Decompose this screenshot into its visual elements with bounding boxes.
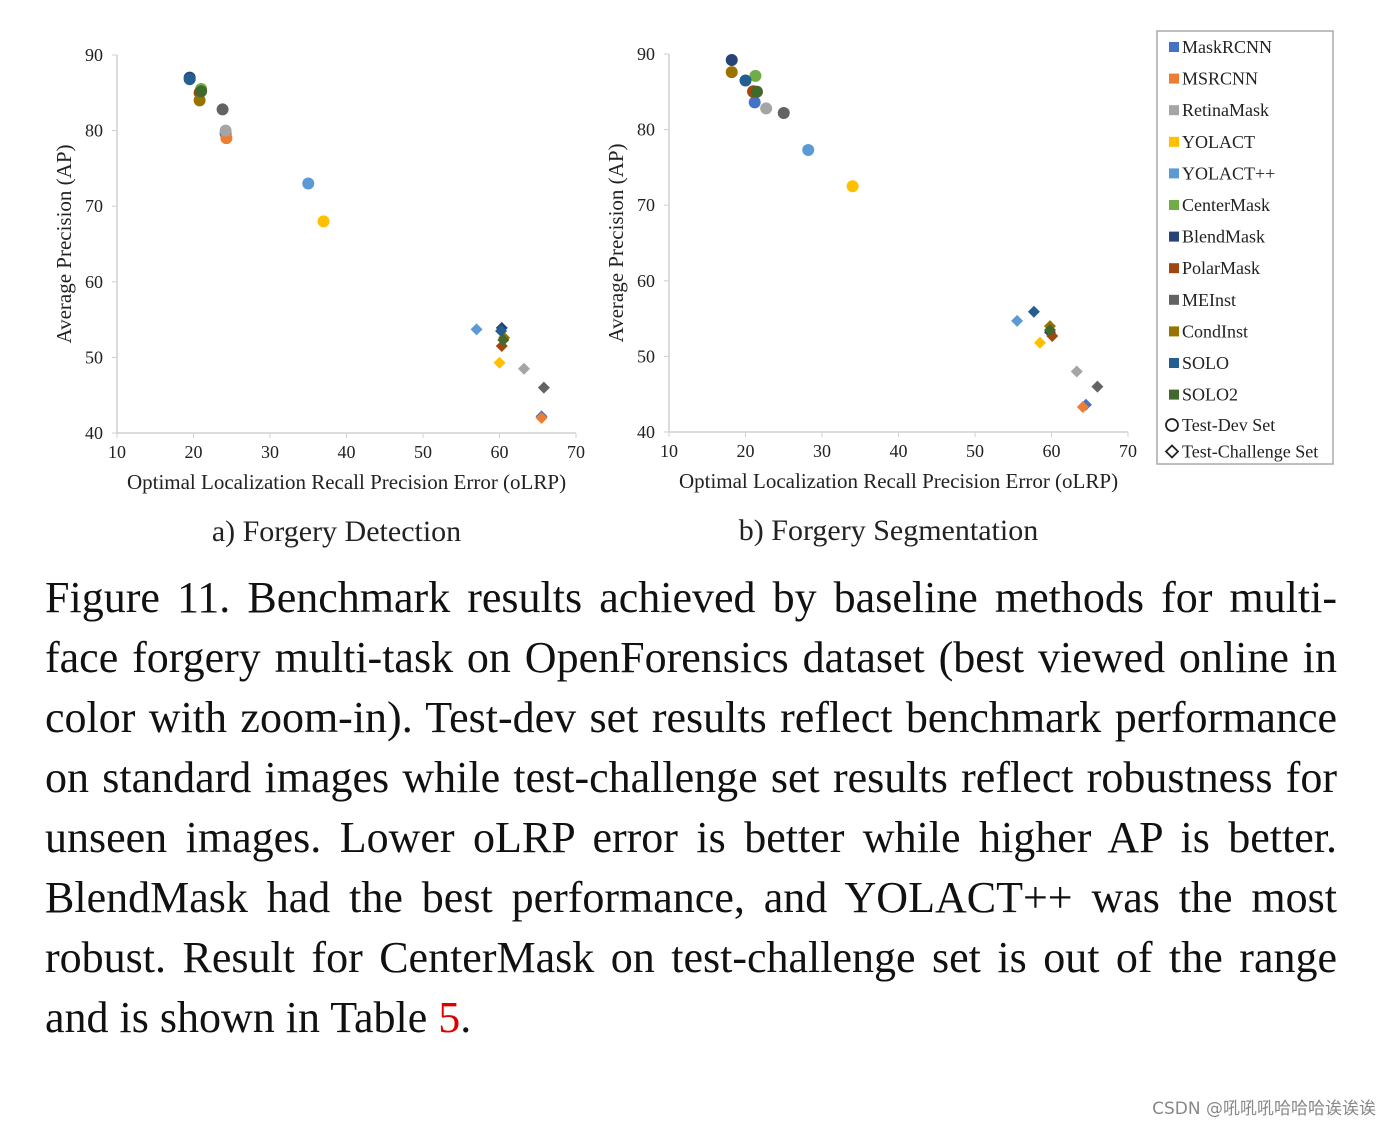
data-point (777, 106, 790, 119)
data-point (302, 177, 315, 190)
y-tick-label: 70 (85, 196, 103, 216)
legend-label: CenterMask (1182, 195, 1270, 215)
x-tick-label: 70 (567, 442, 585, 462)
legend-swatch (1169, 42, 1179, 52)
legend-label: SOLO2 (1182, 385, 1238, 405)
table-ref[interactable]: 5 (438, 993, 461, 1042)
data-point (725, 54, 738, 67)
y-tick-label: 70 (637, 195, 655, 215)
y-tick-label: 50 (85, 347, 103, 367)
data-point (183, 73, 196, 86)
data-point (846, 180, 859, 193)
y-tick-label: 80 (637, 120, 655, 140)
legend-swatch (1169, 358, 1179, 368)
legend-label: CondInst (1182, 321, 1248, 341)
legend-marker (1165, 418, 1179, 432)
data-point (517, 362, 530, 375)
data-point (750, 85, 763, 98)
x-tick-label: 10 (660, 441, 678, 461)
legend-label: MSRCNN (1182, 69, 1258, 89)
legend-swatch (1169, 294, 1179, 305)
y-tick-label: 60 (637, 271, 655, 291)
data-point (497, 334, 510, 347)
x-tick-label: 60 (1043, 441, 1061, 461)
y-tick-label: 80 (85, 121, 103, 141)
y-tick-label: 90 (85, 45, 103, 65)
x-tick-label: 70 (1119, 441, 1137, 461)
x-tick-label: 60 (491, 442, 509, 462)
subtitle: a) Forgery Detection (212, 515, 461, 548)
data-point (195, 85, 208, 98)
data-point (1076, 401, 1089, 414)
legend-label: PolarMask (1182, 258, 1260, 278)
data-point (317, 215, 330, 228)
legend-swatch (1169, 326, 1179, 337)
x-tick-label: 50 (966, 441, 984, 461)
legend-label: SOLO (1182, 353, 1229, 373)
data-point (1043, 323, 1056, 336)
legend-label: MEInst (1182, 290, 1236, 310)
data-point (216, 103, 229, 116)
legend-label: Test-Dev Set (1182, 415, 1275, 435)
legend-label: YOLACT (1182, 132, 1255, 152)
data-point (1070, 365, 1083, 378)
legend-swatch (1169, 263, 1179, 274)
x-tick-label: 50 (414, 442, 432, 462)
y-tick-label: 40 (637, 422, 655, 442)
data-point (495, 324, 508, 337)
data-point (1034, 336, 1047, 349)
legend-swatch (1169, 168, 1179, 179)
data-point (748, 96, 761, 109)
legend-label: RetinaMask (1182, 100, 1269, 120)
x-axis-label: Optimal Localization Recall Precision Er… (679, 469, 1118, 493)
watermark: CSDN @吼吼吼哈哈哈诶诶诶 (1152, 1099, 1376, 1119)
y-tick-label: 60 (85, 272, 103, 292)
x-tick-label: 40 (338, 442, 356, 462)
caption-text: Figure 11. Benchmark results achieved by… (45, 573, 1337, 1042)
legend-marker (1164, 444, 1180, 459)
y-tick-label: 40 (85, 423, 103, 443)
caption-end: . (460, 993, 472, 1042)
x-tick-label: 20 (185, 442, 203, 462)
y-tick-label: 90 (637, 44, 655, 64)
legend-swatch (1169, 73, 1179, 84)
legend-swatch (1169, 200, 1179, 210)
y-axis-label: Average Precision (AP) (604, 143, 628, 342)
data-point (739, 74, 752, 87)
data-point (1091, 380, 1104, 393)
data-point (193, 94, 206, 107)
legend-swatch (1169, 136, 1179, 147)
data-point (219, 124, 232, 137)
data-point (760, 102, 773, 115)
subtitle: b) Forgery Segmentation (739, 514, 1038, 547)
data-point (1011, 314, 1024, 327)
data-point (1027, 305, 1040, 318)
legend-label: YOLACT++ (1182, 163, 1275, 183)
x-axis-label: Optimal Localization Recall Precision Er… (127, 470, 566, 494)
data-point (493, 356, 506, 369)
data-point (802, 144, 815, 157)
legend-swatch (1169, 105, 1179, 116)
legend-label: MaskRCNN (1182, 37, 1272, 57)
x-tick-label: 10 (108, 442, 126, 462)
caption: Figure 11. Benchmark results achieved by… (45, 568, 1337, 1048)
data-point (537, 381, 550, 394)
data-point (470, 323, 483, 336)
data-point (535, 411, 548, 424)
legend-label: BlendMask (1182, 227, 1265, 247)
legend-swatch (1169, 231, 1179, 242)
legend-box (1156, 30, 1334, 465)
legend-label: Test-Challenge Set (1182, 442, 1318, 462)
y-tick-label: 50 (637, 346, 655, 366)
data-point (725, 66, 738, 79)
x-tick-label: 20 (737, 441, 755, 461)
legend-swatch (1169, 389, 1179, 400)
data-point (749, 69, 762, 82)
y-axis-label: Average Precision (AP) (52, 144, 76, 343)
x-tick-label: 40 (890, 441, 908, 461)
x-tick-label: 30 (813, 441, 831, 461)
x-tick-label: 30 (261, 442, 279, 462)
